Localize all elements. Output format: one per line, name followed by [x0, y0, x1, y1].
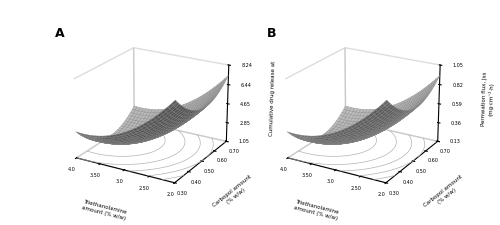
Y-axis label: Carbopol amount
(% w/w): Carbopol amount (% w/w) [423, 175, 468, 213]
Text: A: A [56, 27, 65, 40]
Text: B: B [266, 27, 276, 40]
X-axis label: Triethanolamine
amount (% w/w): Triethanolamine amount (% w/w) [82, 199, 128, 221]
X-axis label: Triethanolamine
amount (% w/w): Triethanolamine amount (% w/w) [292, 199, 339, 221]
Y-axis label: Carbopol amount
(% w/w): Carbopol amount (% w/w) [212, 175, 256, 213]
